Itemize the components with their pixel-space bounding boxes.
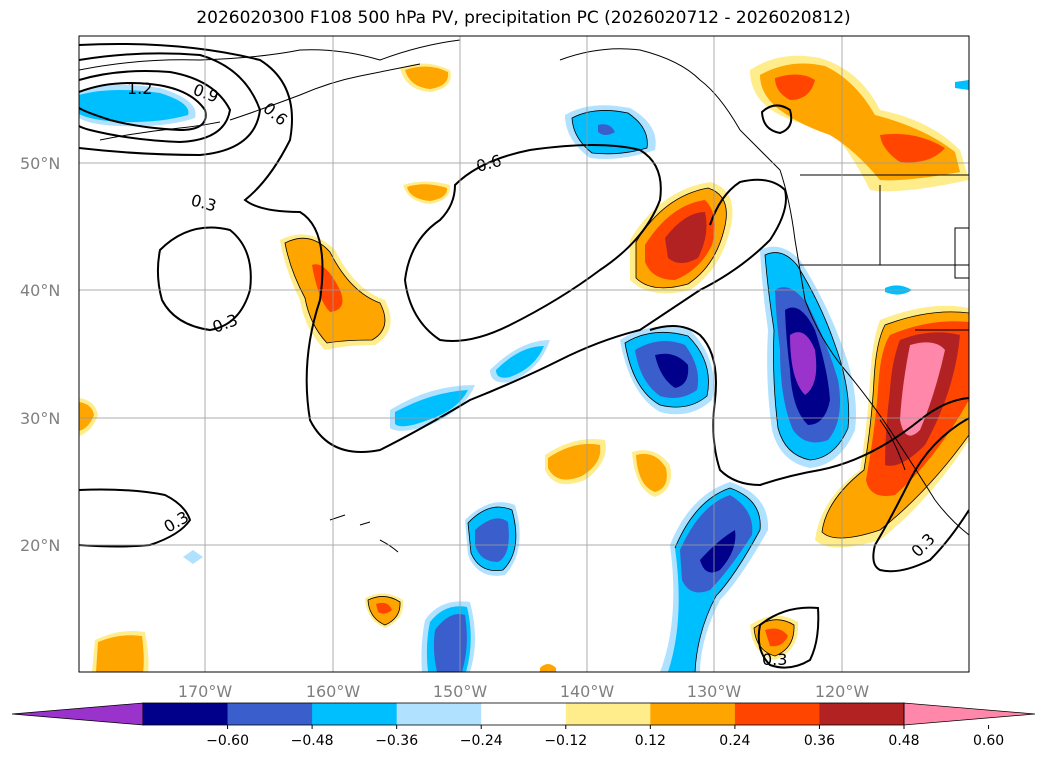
- pv-contours: [79, 43, 969, 669]
- colorbar-tick-label: 0.36: [804, 733, 835, 749]
- lat-label: 50°N: [20, 154, 60, 173]
- colorbar-segment: [396, 703, 482, 725]
- lon-label: 160°W: [306, 682, 361, 701]
- colorbar-extend-high: [903, 702, 1036, 726]
- lat-label: 40°N: [20, 281, 60, 300]
- colorbar: −0.60 −0.48 −0.36 −0.24 −0.12 0.12 0.24 0.36 0.4…: [11, 702, 1036, 749]
- colorbar-tick-label: −0.48: [291, 733, 334, 749]
- lat-label: 20°N: [20, 536, 60, 555]
- lon-label: 150°W: [433, 682, 488, 701]
- contour-label: 1.2: [127, 79, 152, 98]
- colorbar-tick-label: 0.24: [719, 733, 750, 749]
- colorbar-segment: [650, 703, 736, 725]
- contour-label: 0.3: [762, 650, 787, 669]
- colorbar-segment: [565, 703, 651, 725]
- lon-label: 120°W: [815, 682, 870, 701]
- map-frame: [78, 35, 970, 673]
- colorbar-segment: [734, 703, 820, 725]
- lon-label: 140°W: [560, 682, 615, 701]
- colorbar-segment: [312, 703, 398, 725]
- colorbar-tick-label: −0.60: [206, 733, 249, 749]
- colorbar-tick-label: −0.24: [460, 733, 503, 749]
- colorbar-segment: [819, 703, 905, 725]
- colorbar-tick-label: −0.36: [375, 733, 418, 749]
- colorbar-tick-label: 0.12: [635, 733, 666, 749]
- latitude-labels: 50°N 40°N 30°N 20°N: [20, 154, 60, 555]
- colorbar-segment: [227, 703, 313, 725]
- colorbar-extend-low: [11, 702, 144, 726]
- colorbar-segment: [481, 703, 567, 725]
- colorbar-segment: [143, 703, 229, 725]
- colorbar-frame: [142, 702, 905, 726]
- lat-label: 30°N: [20, 409, 60, 428]
- lon-label: 170°W: [178, 682, 233, 701]
- colorbar-tick-label: 0.48: [888, 733, 919, 749]
- lon-label: 130°W: [687, 682, 742, 701]
- colorbar-tick-label: 0.60: [973, 733, 1004, 749]
- colorbar-tick-label: −0.12: [544, 733, 587, 749]
- longitude-labels: 170°W 160°W 150°W 140°W 130°W 120°W: [178, 682, 870, 701]
- gridlines: [79, 36, 969, 672]
- precipitation-shading: [79, 55, 969, 672]
- map-title: 2026020300 F108 500 hPa PV, precipitatio…: [196, 8, 851, 28]
